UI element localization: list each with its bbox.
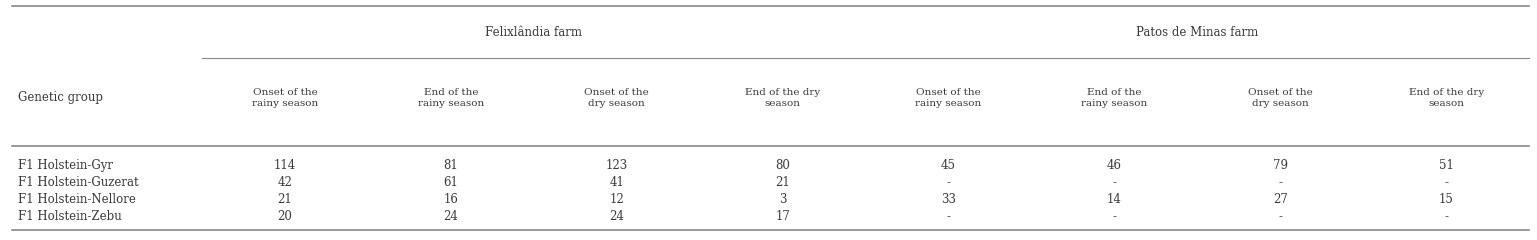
Text: End of the
rainy season: End of the rainy season <box>1082 88 1148 108</box>
Text: Onset of the
dry season: Onset of the dry season <box>584 88 649 108</box>
Text: 21: 21 <box>775 176 790 189</box>
Text: F1 Holstein-Gyr: F1 Holstein-Gyr <box>18 159 114 172</box>
Text: 14: 14 <box>1107 193 1122 206</box>
Text: 114: 114 <box>274 159 297 172</box>
Text: Onset of the
rainy season: Onset of the rainy season <box>916 88 982 108</box>
Text: 42: 42 <box>278 176 292 189</box>
Text: 24: 24 <box>609 210 624 223</box>
Text: 12: 12 <box>609 193 624 206</box>
Text: 41: 41 <box>609 176 624 189</box>
Text: 123: 123 <box>606 159 627 172</box>
Text: F1 Holstein-Guzerat: F1 Holstein-Guzerat <box>18 176 138 189</box>
Text: 21: 21 <box>278 193 292 206</box>
Text: 24: 24 <box>443 210 458 223</box>
Text: 61: 61 <box>443 176 458 189</box>
Text: 16: 16 <box>443 193 458 206</box>
Text: 3: 3 <box>779 193 787 206</box>
Text: -: - <box>947 210 950 223</box>
Text: Genetic group: Genetic group <box>18 91 103 104</box>
Text: Onset of the
rainy season: Onset of the rainy season <box>252 88 318 108</box>
Text: F1 Holstein-Nellore: F1 Holstein-Nellore <box>18 193 137 206</box>
Text: End of the dry
season: End of the dry season <box>745 88 821 108</box>
Text: 33: 33 <box>941 193 956 206</box>
Text: -: - <box>1279 210 1282 223</box>
Text: -: - <box>1113 210 1116 223</box>
Text: 45: 45 <box>941 159 956 172</box>
Text: End of the dry
season: End of the dry season <box>1409 88 1485 108</box>
Text: 81: 81 <box>444 159 458 172</box>
Text: -: - <box>947 176 950 189</box>
Text: F1 Holstein-Zebu: F1 Holstein-Zebu <box>18 210 123 223</box>
Text: 80: 80 <box>775 159 790 172</box>
Text: 79: 79 <box>1273 159 1288 172</box>
Text: -: - <box>1113 176 1116 189</box>
Text: 27: 27 <box>1273 193 1288 206</box>
Text: Onset of the
dry season: Onset of the dry season <box>1248 88 1313 108</box>
Text: -: - <box>1445 176 1448 189</box>
Text: Felixlândia farm: Felixlândia farm <box>486 26 583 39</box>
Text: 15: 15 <box>1439 193 1454 206</box>
Text: -: - <box>1445 210 1448 223</box>
Text: 46: 46 <box>1107 159 1122 172</box>
Text: -: - <box>1279 176 1282 189</box>
Text: End of the
rainy season: End of the rainy season <box>418 88 484 108</box>
Text: 20: 20 <box>278 210 292 223</box>
Text: Patos de Minas farm: Patos de Minas farm <box>1136 26 1259 39</box>
Text: 51: 51 <box>1439 159 1454 172</box>
Text: 17: 17 <box>775 210 790 223</box>
